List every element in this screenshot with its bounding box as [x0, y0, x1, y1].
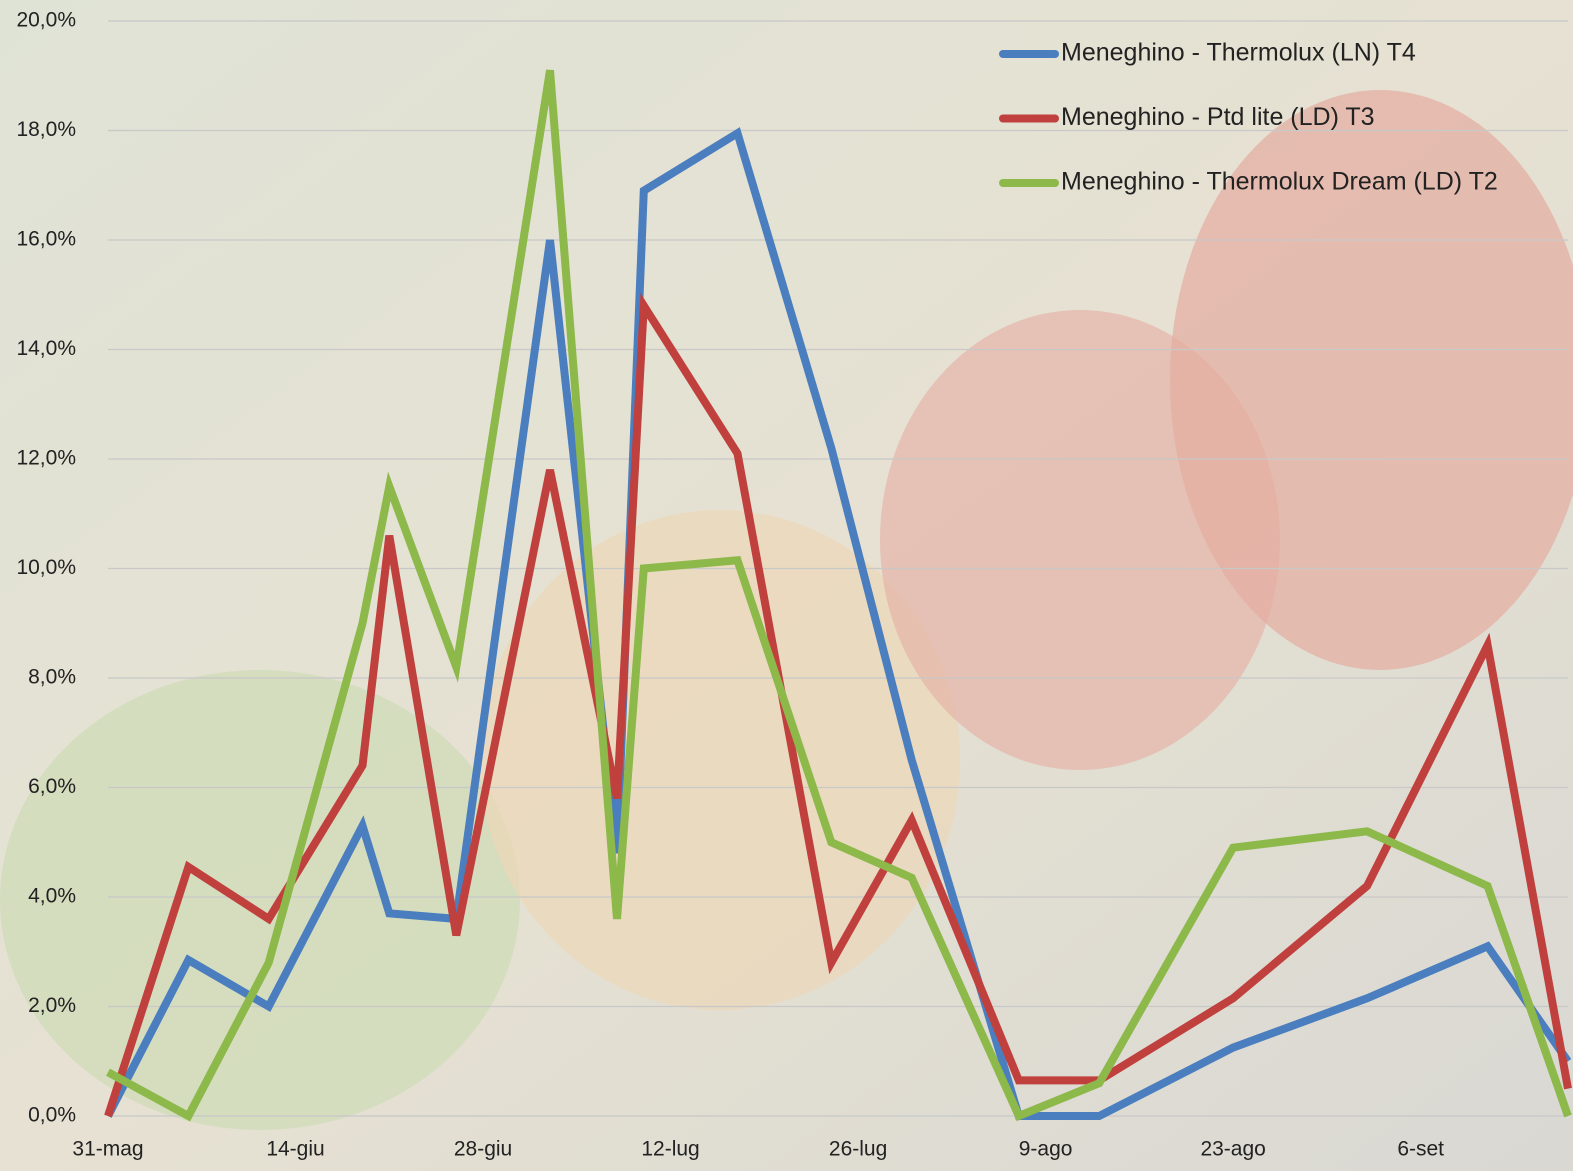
bg-shape [480, 510, 960, 1010]
x-tick-label: 28-giu [454, 1138, 512, 1161]
y-tick-label: 20,0% [16, 9, 76, 32]
x-tick-label: 26-lug [829, 1138, 887, 1161]
bg-shape [0, 670, 520, 1130]
y-tick-label: 6,0% [28, 775, 76, 798]
y-tick-label: 10,0% [16, 556, 76, 579]
x-tick-label: 14-giu [266, 1138, 324, 1161]
legend-label: Meneghino - Thermolux Dream (LD) T2 [1061, 168, 1498, 196]
x-tick-label: 23-ago [1200, 1138, 1265, 1161]
legend-label: Meneghino - Thermolux (LN) T4 [1061, 39, 1416, 67]
x-tick-label: 9-ago [1019, 1138, 1073, 1161]
y-tick-label: 16,0% [16, 228, 76, 251]
legend-label: Meneghino - Ptd lite (LD) T3 [1061, 103, 1375, 131]
series-line [106, 69, 1572, 1122]
y-tick-label: 18,0% [16, 118, 76, 141]
x-tick-label: 6-set [1397, 1138, 1444, 1161]
y-tick-label: 0,0% [28, 1104, 76, 1127]
x-tick-label: 31-mag [72, 1138, 143, 1161]
y-tick-label: 12,0% [16, 447, 76, 470]
series-line [104, 293, 1572, 1118]
bg-shape [1170, 90, 1573, 670]
y-tick-label: 4,0% [28, 885, 76, 908]
y-tick-label: 2,0% [28, 994, 76, 1017]
x-tick-label: 12-lug [641, 1138, 699, 1161]
y-tick-label: 14,0% [16, 337, 76, 360]
y-tick-label: 8,0% [28, 666, 76, 689]
series-line [104, 127, 1572, 1120]
